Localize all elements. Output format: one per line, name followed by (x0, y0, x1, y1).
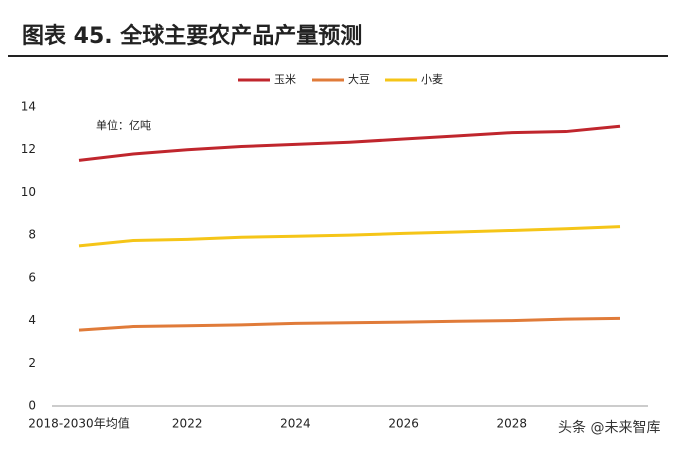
y-tick-label: 0 (28, 399, 36, 413)
x-tick-label: 2028 (497, 417, 528, 431)
y-tick-label: 6 (28, 270, 36, 284)
x-tick-label: 2024 (280, 417, 311, 431)
series-line (78, 124, 621, 162)
y-tick-label: 14 (21, 100, 36, 114)
y-tick-label: 4 (28, 313, 36, 327)
unit-note: 单位：亿吨 (96, 118, 151, 132)
series-line (78, 316, 621, 332)
watermark: 头条 @未来智库 (558, 419, 660, 436)
y-tick-label: 10 (21, 185, 36, 199)
legend-label: 小麦 (421, 73, 443, 86)
x-tick-label: 2026 (388, 417, 419, 431)
x-tick-label: 2018-2030年均值 (28, 416, 129, 431)
y-tick-label: 12 (21, 142, 36, 156)
series-line (78, 225, 621, 248)
legend-label: 大豆 (348, 72, 370, 86)
y-tick-label: 8 (28, 228, 36, 242)
x-tick-label: 2022 (172, 417, 203, 431)
legend-label: 玉米 (274, 73, 296, 86)
y-tick-label: 2 (28, 356, 36, 370)
page-title: 图表 45. 全球主要农产品产量预测 (22, 23, 362, 49)
